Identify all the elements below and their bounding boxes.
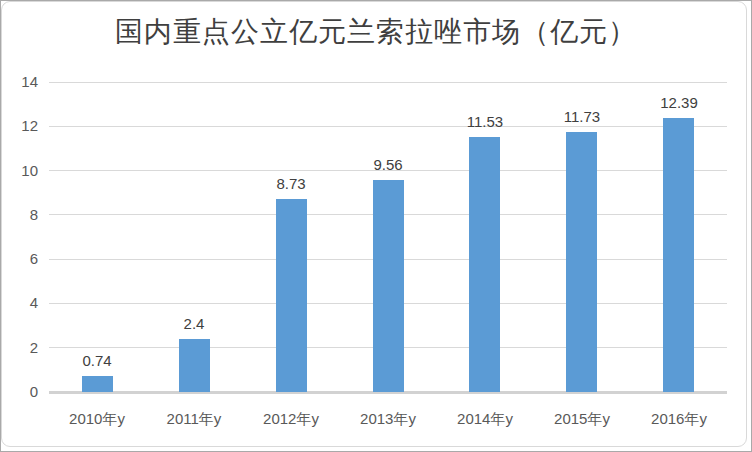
data-label: 11.73 [540,108,624,125]
y-axis-tick-label: 10 [0,160,38,182]
x-axis-tick-label: 2013年y [340,410,436,429]
y-axis-tick-label: 0 [0,381,38,403]
y-axis-tick-label: 4 [0,292,38,314]
x-axis-tick-label: 2010年y [49,410,145,429]
chart-title: 国内重点公立亿元兰索拉唑市场（亿元） [1,13,751,51]
gridline [49,82,727,83]
bar-2010年y [82,376,113,392]
bar-2013年y [373,180,404,392]
y-axis-tick-label: 2 [0,337,38,359]
data-label: 2.4 [152,315,236,332]
bar-2016年y [663,118,694,392]
x-axis-tick-label: 2011年y [146,410,242,429]
bar-2012年y [276,199,307,392]
x-axis-tick-label: 2014年y [437,410,533,429]
bar-2015年y [566,132,597,392]
x-axis-tick-label: 2016年y [631,410,727,429]
data-label: 0.74 [55,352,139,369]
data-label: 11.53 [443,113,527,130]
x-axis-tick-label: 2012年y [243,410,339,429]
y-axis-tick-label: 8 [0,204,38,226]
data-label: 12.39 [637,94,721,111]
plot-area: 024681012140.742010年y2.42011年y8.732012年y… [49,82,727,392]
bar-2011年y [179,339,210,392]
gridline [49,126,727,127]
bar-2014年y [469,137,500,392]
data-label: 8.73 [249,175,333,192]
x-axis-tick-label: 2015年y [534,410,630,429]
chart-window: 国内重点公立亿元兰索拉唑市场（亿元） 024681012140.742010年y… [0,0,752,452]
y-axis-tick-label: 12 [0,115,38,137]
y-axis-tick-label: 6 [0,248,38,270]
y-axis-tick-label: 14 [0,71,38,93]
data-label: 9.56 [346,156,430,173]
